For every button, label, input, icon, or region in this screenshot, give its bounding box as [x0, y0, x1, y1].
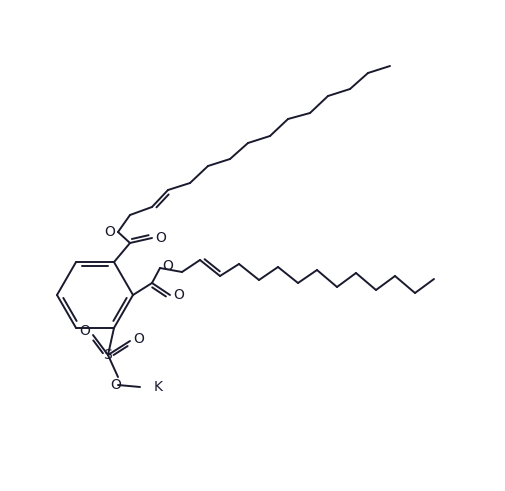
Text: O: O	[155, 231, 166, 245]
Text: O: O	[162, 259, 173, 273]
Text: O: O	[173, 288, 184, 302]
Text: K: K	[153, 380, 162, 394]
Text: O: O	[79, 324, 90, 338]
Text: S: S	[104, 348, 112, 362]
Text: O: O	[133, 332, 144, 346]
Text: O: O	[111, 378, 121, 392]
Text: O: O	[105, 225, 115, 239]
